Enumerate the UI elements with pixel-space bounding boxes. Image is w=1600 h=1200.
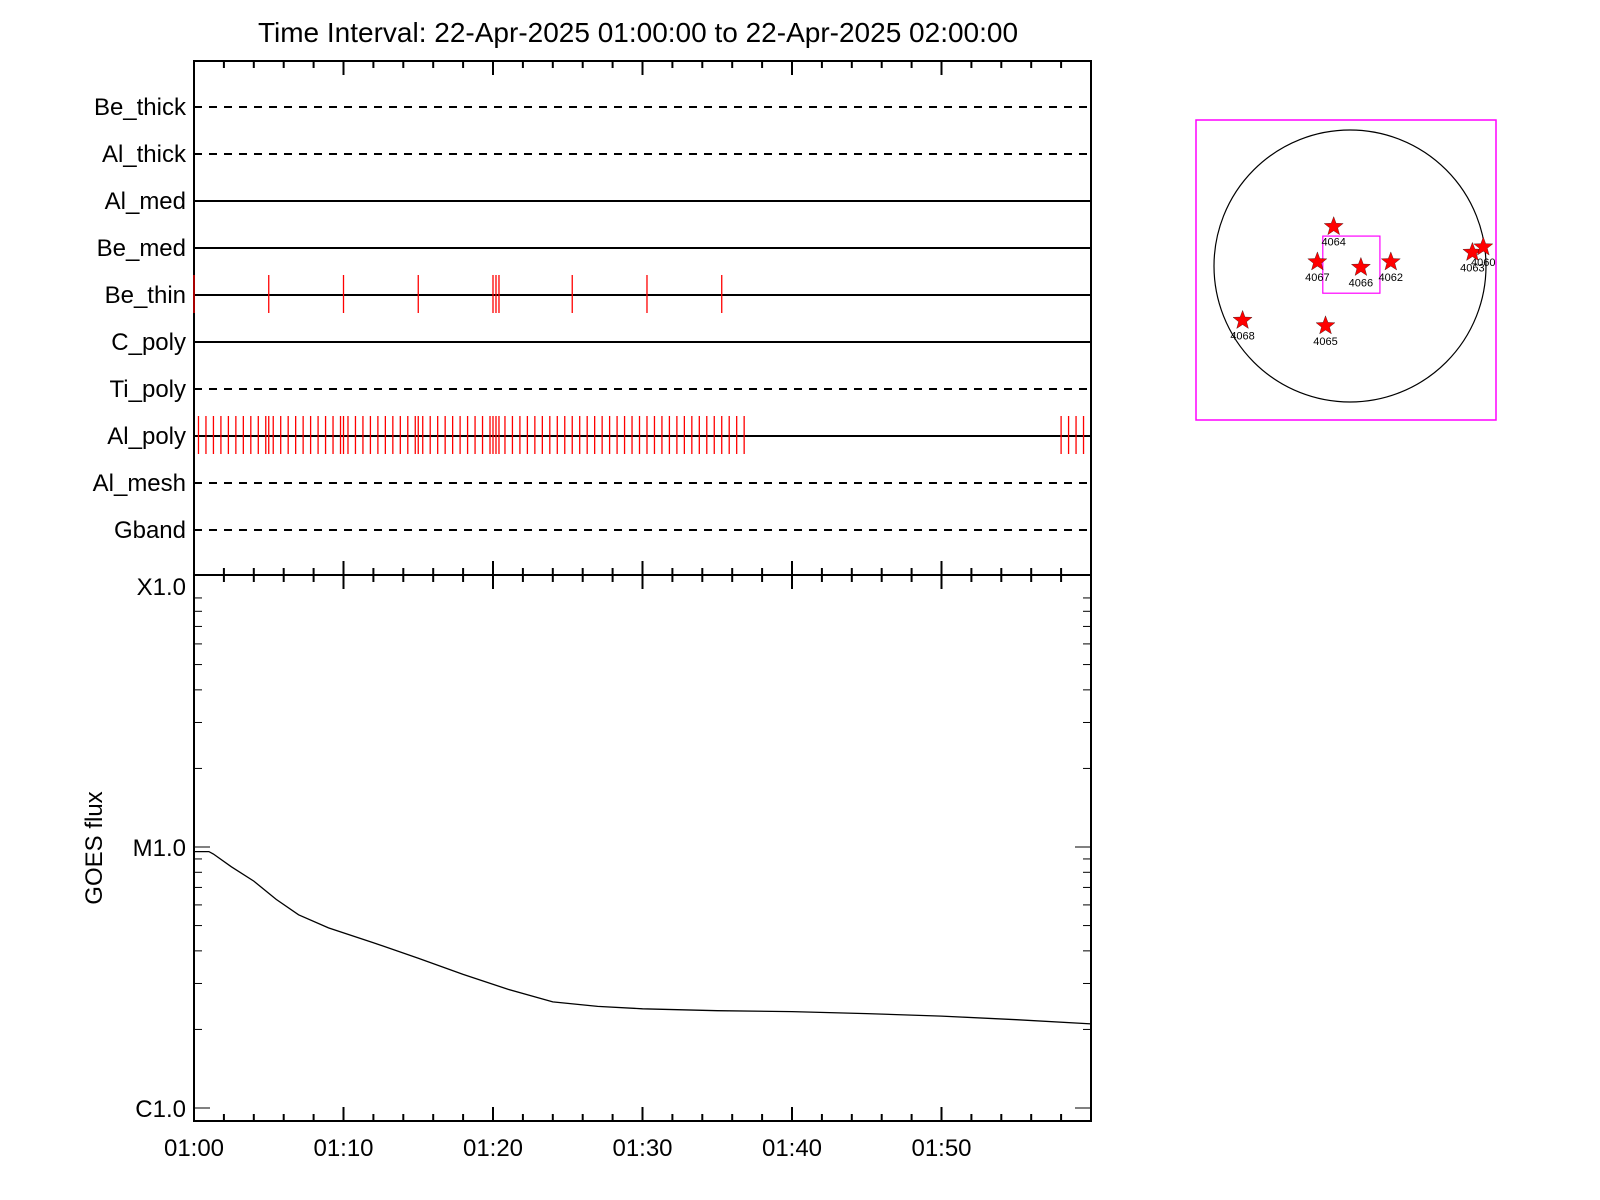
active-region-star-icon [1473,236,1494,256]
active-region-label: 4066 [1349,277,1373,289]
goes-x-tick-label: 01:20 [463,1135,523,1162]
goes-y-tick-label: C1.0 [135,1096,186,1123]
timeline-row-label: C_poly [111,329,186,356]
detector-timeline-panel: Be_thick Al_thick Al_med Be_med Be_thin C_pol… [93,60,1092,576]
timeline-row-label: Be_med [97,235,186,262]
goes-frame [193,574,1092,1122]
goes-x-tick-label: 01:10 [313,1135,373,1162]
fov-box [1322,235,1381,294]
goes-y-tick-label: M1.0 [133,835,186,862]
goes-flux-series [194,850,1092,1025]
active-region-label: 4068 [1230,330,1254,342]
goes-ylabel: GOES flux [81,791,108,904]
active-region-label: 4062 [1379,272,1403,284]
goes-x-tick-label: 01:50 [911,1135,971,1162]
timeline-row-label: Be_thin [105,282,186,309]
timeline-row-label: Al_poly [107,423,186,450]
active-region-label: 4065 [1313,336,1337,348]
active-region-star-icon [1380,251,1401,271]
active-region-label: 4060 [1471,257,1495,269]
active-region-label: 4067 [1305,272,1329,284]
goes-flux-panel: GOES flux 01:00 01:10 01:20 01:30 01:40 01:50… [81,574,1092,1162]
active-region-star-icon [1323,216,1344,236]
timeline-row-label: Ti_poly [110,376,186,403]
timeline-frame [193,60,1092,576]
goes-x-tick-label: 01:40 [762,1135,822,1162]
chart-title: Time Interval: 22-Apr-2025 01:00:00 to 2… [258,17,1018,48]
active-region-star-icon [1315,315,1336,335]
timeline-row-label: Gband [114,517,186,544]
timeline-row-label: Be_thick [94,94,187,121]
active-region-star-icon [1350,256,1371,276]
active-region-label: 4063 [1460,262,1484,274]
map-frame [1195,119,1497,421]
timeline-row-label: Al_mesh [93,470,186,497]
solar-limb [1213,129,1487,403]
timeline-row-label: Al_med [105,188,186,215]
goes-y-tick-label: X1.0 [137,574,186,601]
active-region-label: 4064 [1321,237,1345,249]
active-region-star-icon [1232,309,1253,329]
timeline-row-label: Al_thick [102,141,187,168]
goes-x-tick-label: 01:30 [612,1135,672,1162]
goes-x-tick-label: 01:00 [164,1135,224,1162]
active-region-star-icon [1307,251,1328,271]
